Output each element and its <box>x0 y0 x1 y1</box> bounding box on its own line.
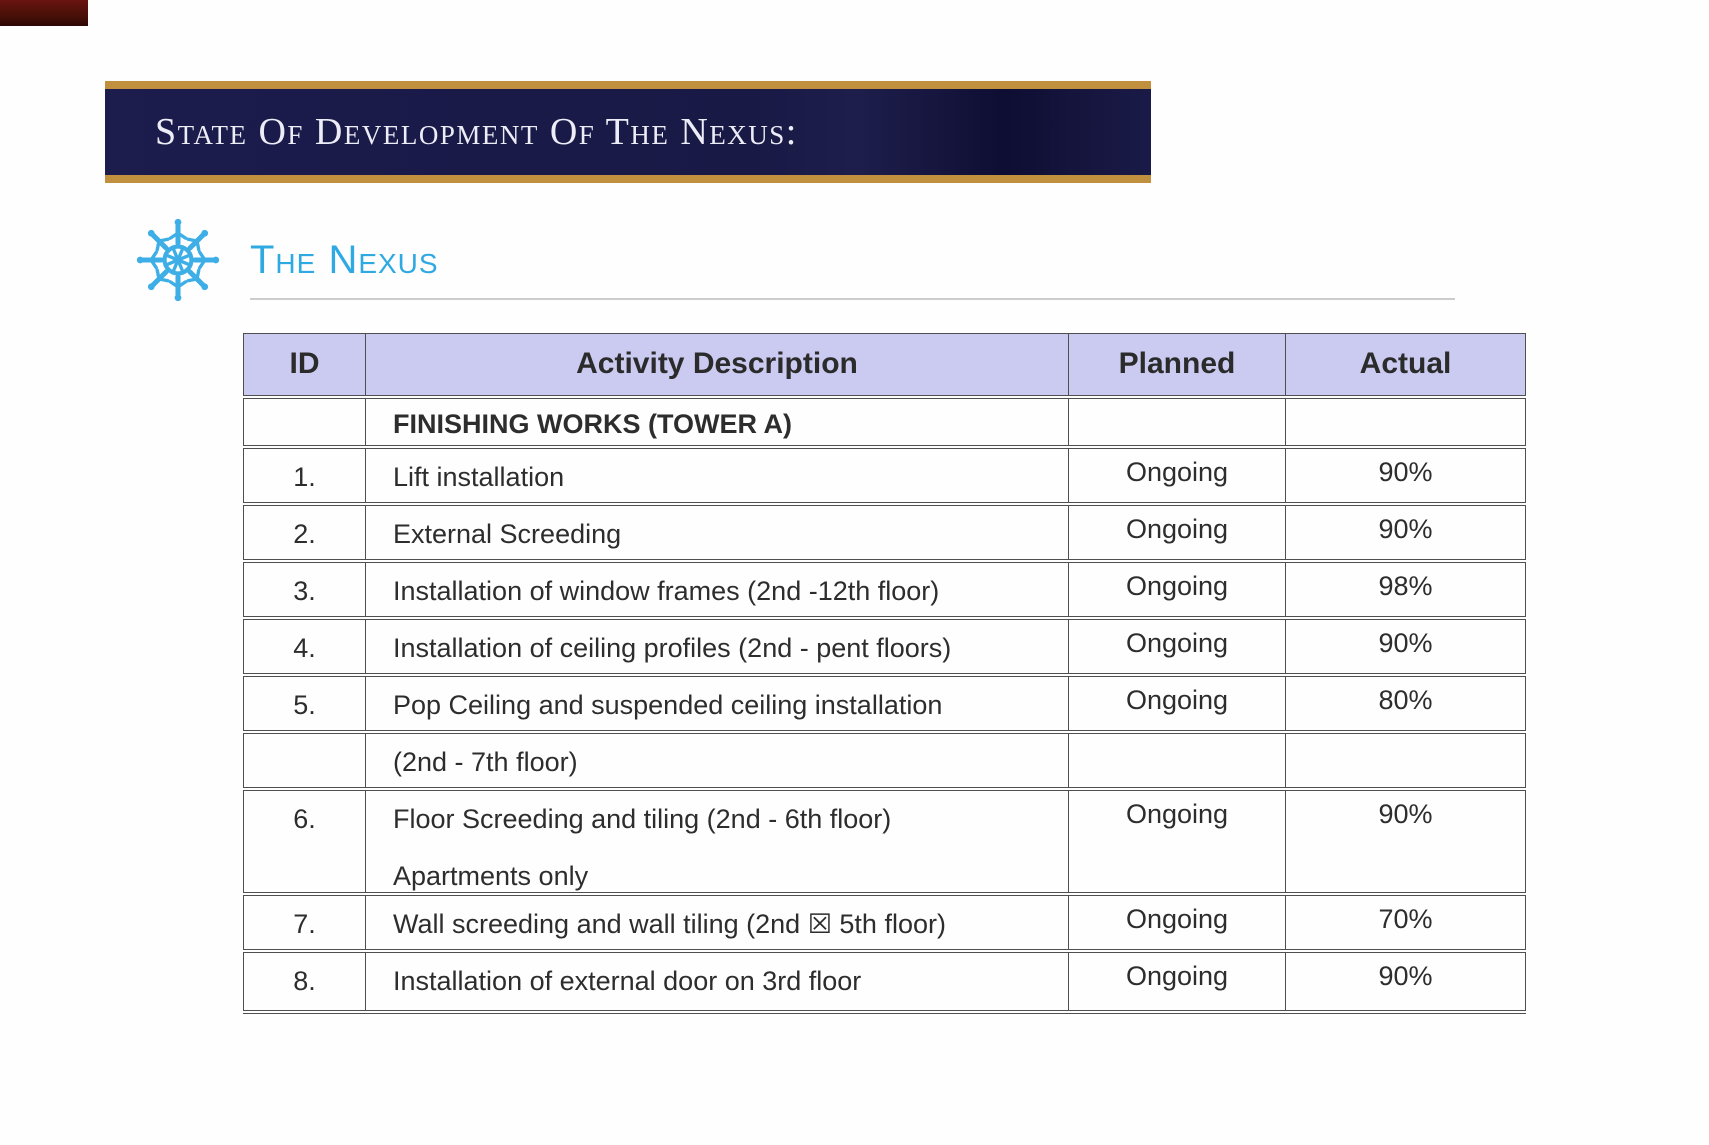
cell-planned: Ongoing <box>1068 950 1286 1014</box>
cell-id: 8. <box>243 950 366 1014</box>
table-row-continuation: (2nd - 7th floor) <box>243 731 1526 791</box>
cell-actual: 80% <box>1285 674 1526 734</box>
cell-actual: 90% <box>1285 617 1526 677</box>
table-header-row: ID Activity Description Planned Actual <box>243 333 1526 399</box>
cell-actual: 70% <box>1285 893 1526 953</box>
project-name: The Nexus <box>250 238 439 282</box>
cell-planned: Ongoing <box>1068 674 1286 734</box>
table-row: 6. Floor Screeding and tiling (2nd - 6th… <box>243 788 1526 896</box>
section-row: FINISHING WORKS (TOWER A) <box>243 396 1526 449</box>
table-row: 7. Wall screeding and wall tiling (2nd ☒… <box>243 893 1526 953</box>
cell-activity: Installation of ceiling profiles (2nd - … <box>365 617 1069 677</box>
table-row: 3. Installation of window frames (2nd -1… <box>243 560 1526 620</box>
header-actual: Actual <box>1285 333 1526 399</box>
table-row: 5. Pop Ceiling and suspended ceiling ins… <box>243 674 1526 734</box>
header-activity-description: Activity Description <box>365 333 1069 399</box>
table-row: 2. External Screeding Ongoing 90% <box>243 503 1526 563</box>
cell-activity: Wall screeding and wall tiling (2nd ☒ 5t… <box>365 893 1069 953</box>
title-banner: State Of Development Of The Nexus: <box>105 81 1151 183</box>
cell-actual: 90% <box>1285 503 1526 563</box>
screen-corner-artifact <box>0 0 88 26</box>
snowflake-icon <box>136 218 220 302</box>
cell-actual: 90% <box>1285 446 1526 506</box>
cell-actual <box>1285 731 1526 791</box>
cell-activity: Lift installation <box>365 446 1069 506</box>
cell-planned: Ongoing <box>1068 617 1286 677</box>
heading-divider <box>250 298 1455 300</box>
table-row: 4. Installation of ceiling profiles (2nd… <box>243 617 1526 677</box>
cell-actual: 90% <box>1285 950 1526 1014</box>
cell-planned: Ongoing <box>1068 560 1286 620</box>
activities-table: ID Activity Description Planned Actual F… <box>243 333 1526 1014</box>
cell-activity: Installation of external door on 3rd flo… <box>365 950 1069 1014</box>
cell-planned: Ongoing <box>1068 503 1286 563</box>
table-row: 8. Installation of external door on 3rd … <box>243 950 1526 1014</box>
cell-planned: Ongoing <box>1068 893 1286 953</box>
header-id: ID <box>243 333 366 399</box>
cell-activity: (2nd - 7th floor) <box>365 731 1069 791</box>
cell-activity: Pop Ceiling and suspended ceiling instal… <box>365 674 1069 734</box>
cell-id: 3. <box>243 560 366 620</box>
cell-id: 6. <box>243 788 366 896</box>
cell-actual: 90% <box>1285 788 1526 896</box>
cell-id: 2. <box>243 503 366 563</box>
activity-line-1: Floor Screeding and tiling (2nd - 6th fl… <box>393 803 892 834</box>
page-title: State Of Development Of The Nexus: <box>155 111 798 153</box>
cell-planned <box>1068 396 1286 449</box>
cell-id: 7. <box>243 893 366 953</box>
cell-id <box>243 396 366 449</box>
cell-planned: Ongoing <box>1068 446 1286 506</box>
cell-id: 5. <box>243 674 366 734</box>
cell-planned <box>1068 731 1286 791</box>
table-row: 1. Lift installation Ongoing 90% <box>243 446 1526 506</box>
header-planned: Planned <box>1068 333 1286 399</box>
cell-activity: External Screeding <box>365 503 1069 563</box>
cell-id: 1. <box>243 446 366 506</box>
cell-id: 4. <box>243 617 366 677</box>
cell-activity: Floor Screeding and tiling (2nd - 6th fl… <box>365 788 1069 896</box>
cell-planned: Ongoing <box>1068 788 1286 896</box>
cell-actual <box>1285 396 1526 449</box>
activity-line-2: Apartments only <box>393 860 589 891</box>
section-title: FINISHING WORKS (TOWER A) <box>365 396 1069 449</box>
cell-activity: Installation of window frames (2nd -12th… <box>365 560 1069 620</box>
activities-table-container: ID Activity Description Planned Actual F… <box>243 333 1526 1014</box>
cell-actual: 98% <box>1285 560 1526 620</box>
cell-id <box>243 731 366 791</box>
